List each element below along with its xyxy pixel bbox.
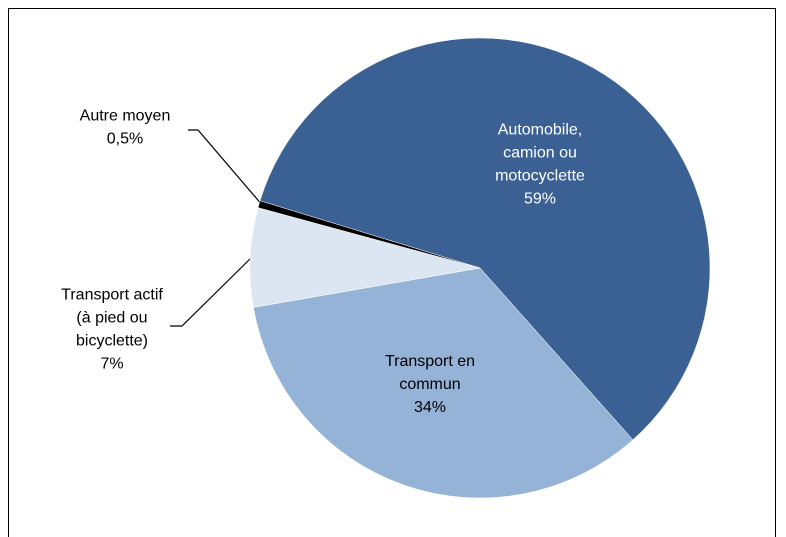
value-label: 59% bbox=[524, 191, 556, 208]
pie-slice bbox=[253, 267, 634, 499]
slice-label: Automobile, camion ou motocyclette 59% bbox=[495, 122, 585, 208]
slice-label: Transport en commun 34% bbox=[385, 353, 475, 416]
pie-slice bbox=[259, 37, 711, 441]
category-label-line: Automobile, bbox=[498, 122, 583, 139]
category-label-line: motocyclette bbox=[495, 168, 585, 185]
leader-line bbox=[188, 129, 264, 207]
category-label-line: Transport actif bbox=[61, 287, 163, 304]
value-label: 0,5% bbox=[107, 131, 143, 148]
pie-slice bbox=[257, 200, 481, 269]
category-label: Autre moyen bbox=[80, 108, 171, 125]
leader-line bbox=[170, 255, 254, 327]
category-label-line: camion ou bbox=[503, 145, 577, 162]
slice-label: Autre moyen 0,5% bbox=[80, 108, 171, 148]
category-label-line: bicyclette) bbox=[76, 333, 148, 350]
category-label-line: commun bbox=[399, 376, 460, 393]
category-label-line: Autre moyen bbox=[80, 108, 171, 125]
category-label: Transport en commun bbox=[385, 353, 475, 393]
category-label-line: (à pied ou bbox=[76, 310, 147, 327]
chart-frame bbox=[8, 8, 776, 537]
slice-label: Transport actif (à pied ou bicyclette) 7% bbox=[61, 287, 163, 373]
category-label: Transport actif (à pied ou bicyclette) bbox=[61, 287, 163, 350]
value-label: 34% bbox=[414, 399, 446, 416]
value-label: 7% bbox=[100, 356, 123, 373]
category-label: Automobile, camion ou motocyclette bbox=[495, 122, 585, 185]
category-label-line: Transport en bbox=[385, 353, 475, 370]
